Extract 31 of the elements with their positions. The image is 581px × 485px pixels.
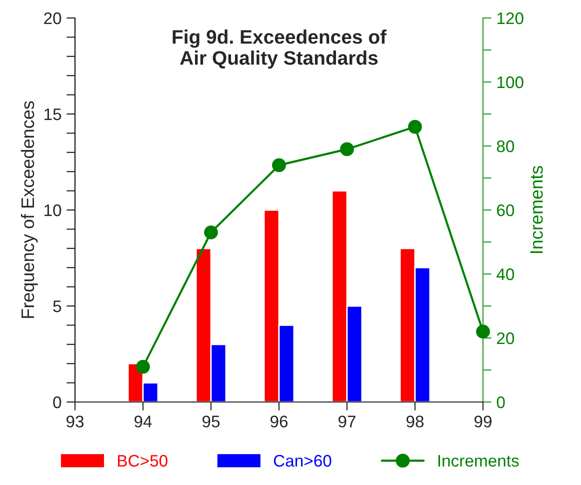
y2-tick-label: 40 bbox=[496, 268, 514, 280]
y2-tick-label: 60 bbox=[497, 204, 514, 216]
y2-axis-title: Increments bbox=[530, 166, 543, 253]
legend-label: BC>50 bbox=[118, 454, 168, 467]
legend-label: Can>60 bbox=[274, 454, 332, 467]
y2-tick-label: 100 bbox=[497, 76, 524, 88]
text: Fig 9d. Exceedences of Air Quality Standards bbox=[172, 30, 387, 69]
y-tick-label: 0 bbox=[53, 396, 62, 408]
y2-tick-label: 0 bbox=[496, 396, 505, 408]
y-axis-title: Frequency of Exceedences bbox=[20, 101, 38, 318]
point bbox=[408, 120, 422, 134]
legend-label: Increments bbox=[438, 455, 519, 467]
y-tick-label: 15 bbox=[44, 108, 62, 120]
x-tick-label: 99 bbox=[474, 416, 492, 428]
y2-tick-label: 80 bbox=[496, 140, 514, 152]
point bbox=[136, 360, 150, 374]
x-tick-label: 95 bbox=[202, 416, 220, 428]
point bbox=[340, 142, 354, 156]
y-tick-label: 10 bbox=[44, 204, 62, 216]
point bbox=[476, 324, 490, 339]
point bbox=[272, 158, 286, 172]
point bbox=[204, 225, 218, 240]
x-tick-label: 93 bbox=[66, 416, 84, 428]
y-tick-label: 5 bbox=[53, 300, 62, 312]
x-tick-label: 94 bbox=[134, 416, 152, 428]
x-tick-label: 96 bbox=[270, 416, 288, 428]
y2-tick-label: 120 bbox=[497, 12, 524, 24]
y2-tick-label: 20 bbox=[497, 332, 514, 344]
x-tick-label: 98 bbox=[406, 416, 424, 428]
y-tick-label: 20 bbox=[44, 12, 62, 24]
x-tick-label: 97 bbox=[338, 416, 356, 428]
